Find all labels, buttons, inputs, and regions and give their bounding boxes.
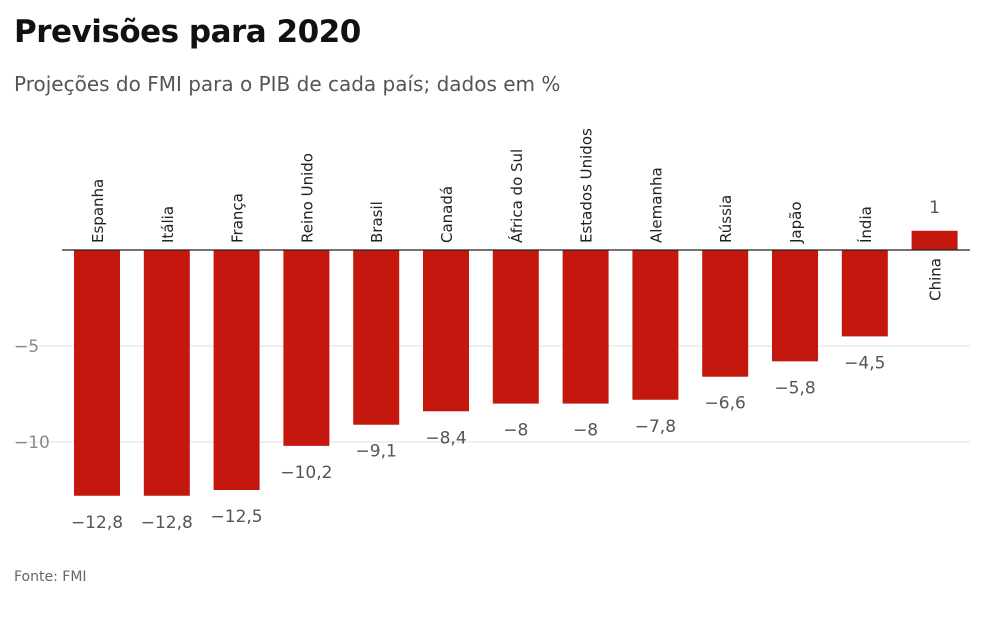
bar [702,250,749,377]
value-label: −5,8 [774,378,815,398]
value-label: −8 [573,421,598,441]
y-tick-label: −10 [14,433,50,453]
bar [911,230,958,250]
category-label: França [229,193,247,243]
bar [841,250,888,337]
chart-subtitle: Projeções do FMI para o PIB de cada país… [14,72,561,96]
value-label: −12,8 [141,513,193,533]
category-label: Reino Unido [298,153,316,243]
chart-title: Previsões para 2020 [14,14,361,50]
bar [213,250,260,490]
category-label: Itália [159,206,177,243]
value-label: −9,1 [356,442,397,462]
bar [283,250,330,446]
bar-chart: −5 −10 Espanha Itália França Reino Unido Bras… [14,128,970,533]
category-label: Canadá [438,186,456,243]
category-label: Rússia [717,195,735,243]
y-tick-labels: −5 −10 [14,337,50,453]
category-label: Índia [856,206,875,243]
category-label: Alemanha [647,167,665,243]
category-label: Brasil [368,201,386,243]
bar [772,250,818,362]
category-label: China [927,258,945,301]
value-label: −6,6 [705,394,746,414]
bar [423,250,469,412]
bar [143,250,190,496]
category-label: Espanha [89,179,107,243]
bar [353,250,400,425]
category-label: África do Sul [507,149,526,243]
value-label: −10,2 [280,463,332,483]
bar [632,250,679,400]
source-note: Fonte: FMI [14,569,87,585]
bar [562,250,609,404]
category-labels: Espanha Itália França Reino Unido Brasil Cana… [89,128,945,301]
bar [492,250,539,404]
bars [74,230,958,496]
value-label: −12,8 [71,513,123,533]
bar [74,250,120,496]
category-label: Estados Unidos [578,128,596,243]
value-label: −8,4 [425,428,466,448]
category-label: Japão [787,201,805,244]
value-labels: −12,8 −12,8 −12,5 −10,2 −9,1 −8,4 −8 −8 −7,8 −6,6… [71,198,940,533]
value-label: −8 [503,421,528,441]
value-label: −7,8 [635,417,676,437]
value-label: −4,5 [844,353,885,373]
value-label: 1 [929,198,940,218]
value-label: −12,5 [211,507,263,527]
y-tick-label: −5 [14,337,39,357]
